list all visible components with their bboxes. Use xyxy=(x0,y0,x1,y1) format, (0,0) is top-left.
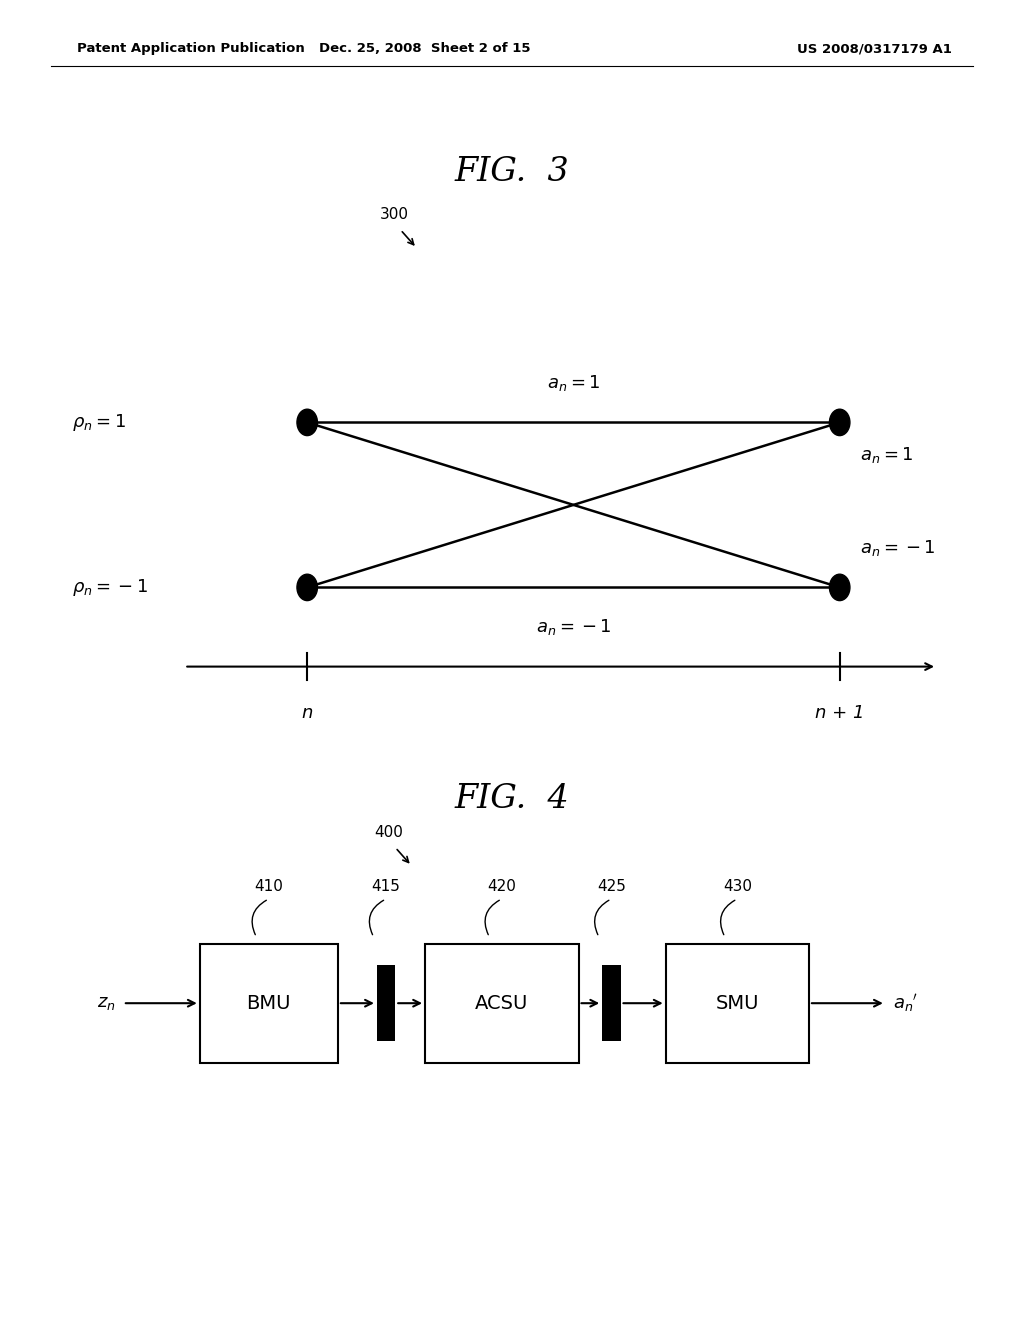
Text: US 2008/0317179 A1: US 2008/0317179 A1 xyxy=(798,42,952,55)
FancyBboxPatch shape xyxy=(602,965,621,1041)
Circle shape xyxy=(829,574,850,601)
FancyBboxPatch shape xyxy=(377,965,395,1041)
Text: $\rho_n = 1$: $\rho_n = 1$ xyxy=(72,412,125,433)
Text: n + 1: n + 1 xyxy=(815,704,864,722)
Text: 430: 430 xyxy=(723,879,752,894)
Text: $a_n = -1$: $a_n = -1$ xyxy=(536,616,611,638)
Text: $a_n{'}$: $a_n{'}$ xyxy=(893,993,918,1014)
Text: BMU: BMU xyxy=(247,994,291,1012)
Text: $a_n = 1$: $a_n = 1$ xyxy=(860,445,913,466)
Circle shape xyxy=(297,574,317,601)
Text: $a_n = -1$: $a_n = -1$ xyxy=(860,537,936,558)
FancyBboxPatch shape xyxy=(200,944,338,1063)
Text: 425: 425 xyxy=(597,879,626,894)
Text: ACSU: ACSU xyxy=(475,994,528,1012)
Text: FIG.  3: FIG. 3 xyxy=(455,156,569,187)
Text: SMU: SMU xyxy=(716,994,759,1012)
Text: 400: 400 xyxy=(375,825,403,840)
Text: $\rho_n = -1$: $\rho_n = -1$ xyxy=(72,577,147,598)
Circle shape xyxy=(297,409,317,436)
Text: 300: 300 xyxy=(380,207,409,222)
Circle shape xyxy=(829,409,850,436)
Text: Dec. 25, 2008  Sheet 2 of 15: Dec. 25, 2008 Sheet 2 of 15 xyxy=(319,42,530,55)
Text: $z_n$: $z_n$ xyxy=(97,994,116,1012)
Text: n: n xyxy=(301,704,313,722)
Text: 410: 410 xyxy=(254,879,284,894)
Text: 420: 420 xyxy=(487,879,516,894)
Text: $a_n = 1$: $a_n = 1$ xyxy=(547,372,600,393)
FancyBboxPatch shape xyxy=(666,944,809,1063)
Text: 415: 415 xyxy=(372,879,400,894)
FancyBboxPatch shape xyxy=(425,944,579,1063)
Text: FIG.  4: FIG. 4 xyxy=(455,783,569,814)
Text: Patent Application Publication: Patent Application Publication xyxy=(77,42,304,55)
